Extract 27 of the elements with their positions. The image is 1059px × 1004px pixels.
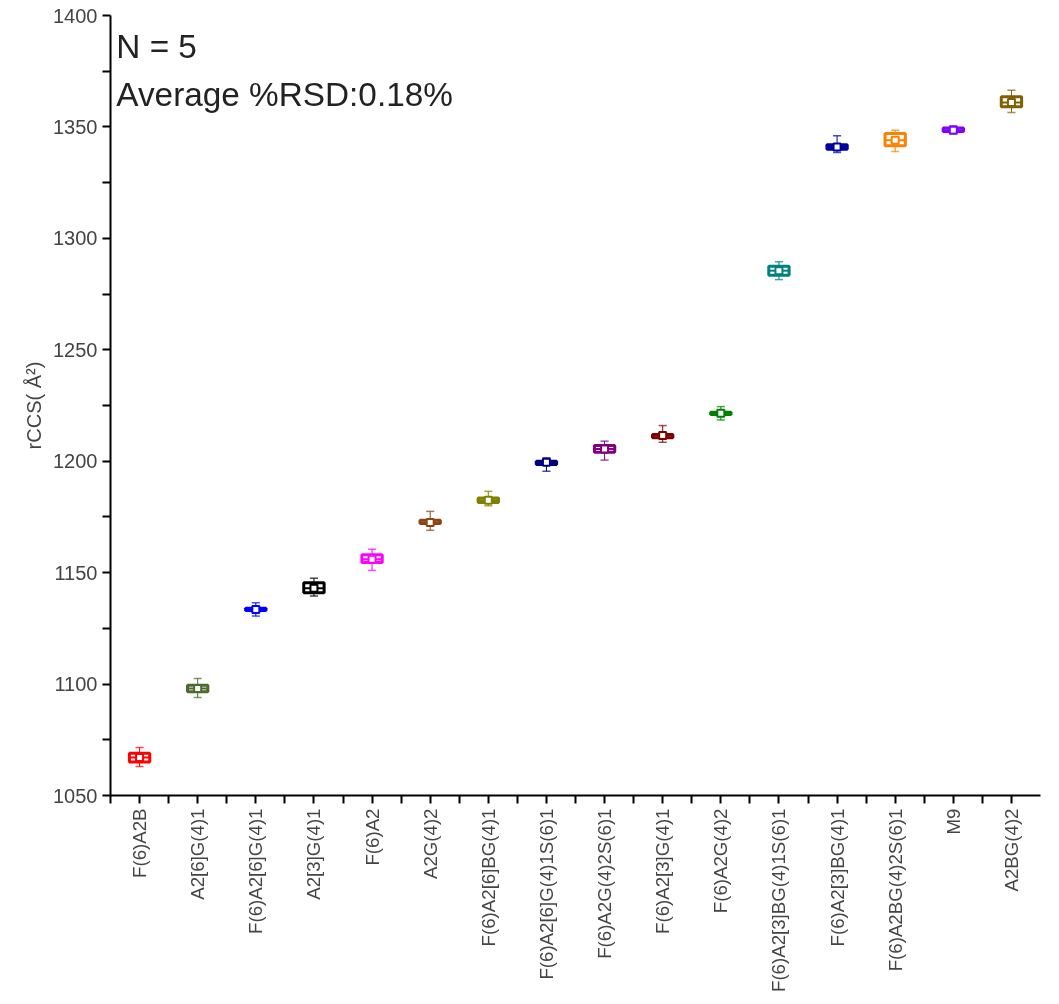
- x-tick-label: A2[6]G(4)1: [187, 808, 209, 900]
- x-tick-label: F(6)A2: [361, 808, 383, 866]
- y-tick-label: 1150: [54, 561, 98, 584]
- annotation: N = 5: [116, 27, 197, 65]
- x-tick-label: F(6)A2[6]G(4)1: [245, 808, 267, 934]
- y-tick-label: 1350: [53, 115, 98, 138]
- y-tick-label: 1400: [53, 4, 98, 27]
- x-tick-label: F(6)A2[3]BG(4)1S(6)1: [768, 808, 790, 993]
- y-tick-label: 1100: [54, 673, 98, 696]
- x-tick-label: A2BG(4)2: [1000, 808, 1022, 892]
- y-tick-label: 1050: [53, 784, 98, 807]
- x-tick-label: F(6)A2[3]BG(4)1: [826, 808, 848, 947]
- y-tick-label: 1200: [53, 450, 98, 473]
- x-tick-label: F(6)A2BG(4)2S(6)1: [884, 808, 906, 972]
- annotation: Average %RSD:0.18%: [116, 75, 453, 113]
- x-tick-label: A2[3]G(4)1: [303, 808, 325, 900]
- y-tick-label: 1250: [53, 338, 98, 361]
- x-tick-label: F(6)A2G(4)2S(6)1: [594, 808, 616, 959]
- x-tick-label: A2G(4)2: [419, 808, 441, 880]
- y-axis-title: rCCS( Å²): [23, 361, 46, 450]
- x-tick-label: F(6)A2[6]BG(4)1: [477, 808, 499, 947]
- y-tick-label: 1300: [53, 227, 98, 250]
- x-tick-label: F(6)A2G(4)2: [710, 808, 732, 914]
- x-tick-label: F(6)A2B: [129, 808, 151, 878]
- x-tick-label: M9: [942, 808, 964, 835]
- x-tick-label: F(6)A2[3]G(4)1: [652, 808, 674, 934]
- x-tick-label: F(6)A2[6]G(4)1S(6)1: [535, 808, 557, 980]
